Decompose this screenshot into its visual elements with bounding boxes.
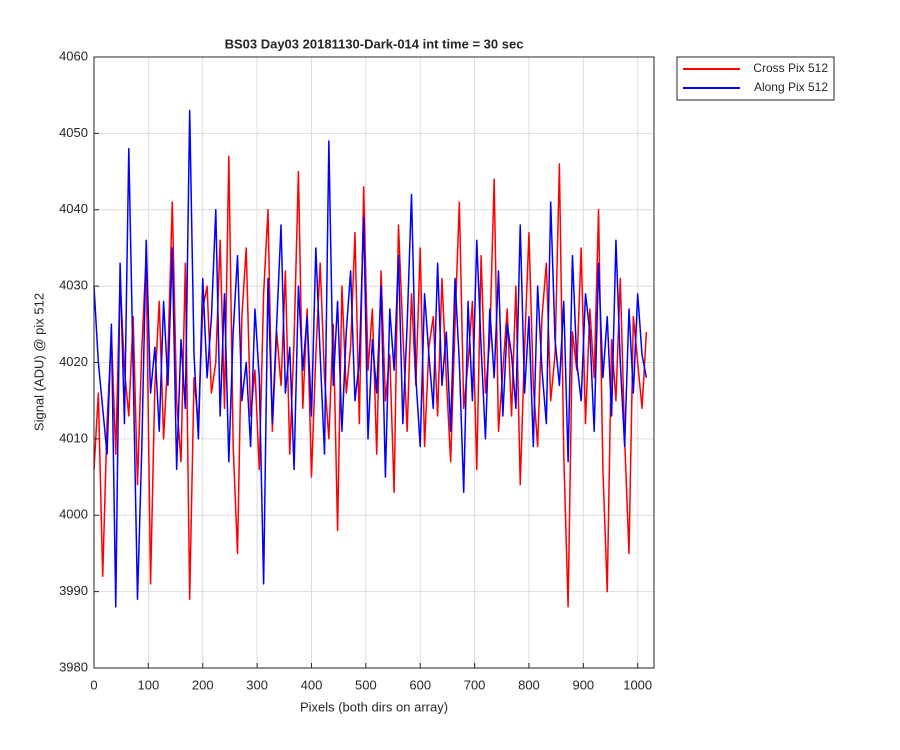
- legend-label: Cross Pix 512: [753, 61, 828, 75]
- x-tick-label: 0: [90, 677, 97, 692]
- chart-title: BS03 Day03 20181130-Dark-014 int time = …: [225, 36, 524, 51]
- y-tick-label: 4040: [59, 201, 88, 216]
- y-tick-label: 3980: [59, 659, 88, 674]
- y-tick-label: 4010: [59, 430, 88, 445]
- x-tick-label: 800: [518, 677, 540, 692]
- x-axis-label: Pixels (both dirs on array): [300, 699, 448, 714]
- ticks: 0 100 200 300 400 500 600 700 800 900 1000 3980 3990…: [59, 48, 652, 692]
- x-tick-label: 500: [355, 677, 377, 692]
- legend: Cross Pix 512 Along Pix 512: [683, 61, 828, 94]
- y-tick-label: 3990: [59, 583, 88, 598]
- x-tick-label: 1000: [623, 677, 652, 692]
- x-tick-label: 200: [192, 677, 214, 692]
- y-axis-label: Signal (ADU) @ pix 512: [31, 293, 46, 431]
- lines: [93, 109, 648, 608]
- x-tick-label: 900: [572, 677, 594, 692]
- y-tick-label: 4020: [59, 354, 88, 369]
- series-line: [93, 109, 648, 608]
- y-tick-label: 4050: [59, 125, 88, 140]
- x-tick-label: 700: [464, 677, 486, 692]
- y-tick-label: 4060: [59, 48, 88, 63]
- x-tick-label: 600: [409, 677, 431, 692]
- y-tick-label: 4000: [59, 507, 88, 522]
- x-tick-label: 400: [301, 677, 323, 692]
- legend-box: [676, 56, 835, 101]
- legend-label: Along Pix 512: [754, 80, 828, 94]
- x-tick-label: 100: [138, 677, 160, 692]
- y-tick-label: 4030: [59, 278, 88, 293]
- x-tick-label: 300: [246, 677, 268, 692]
